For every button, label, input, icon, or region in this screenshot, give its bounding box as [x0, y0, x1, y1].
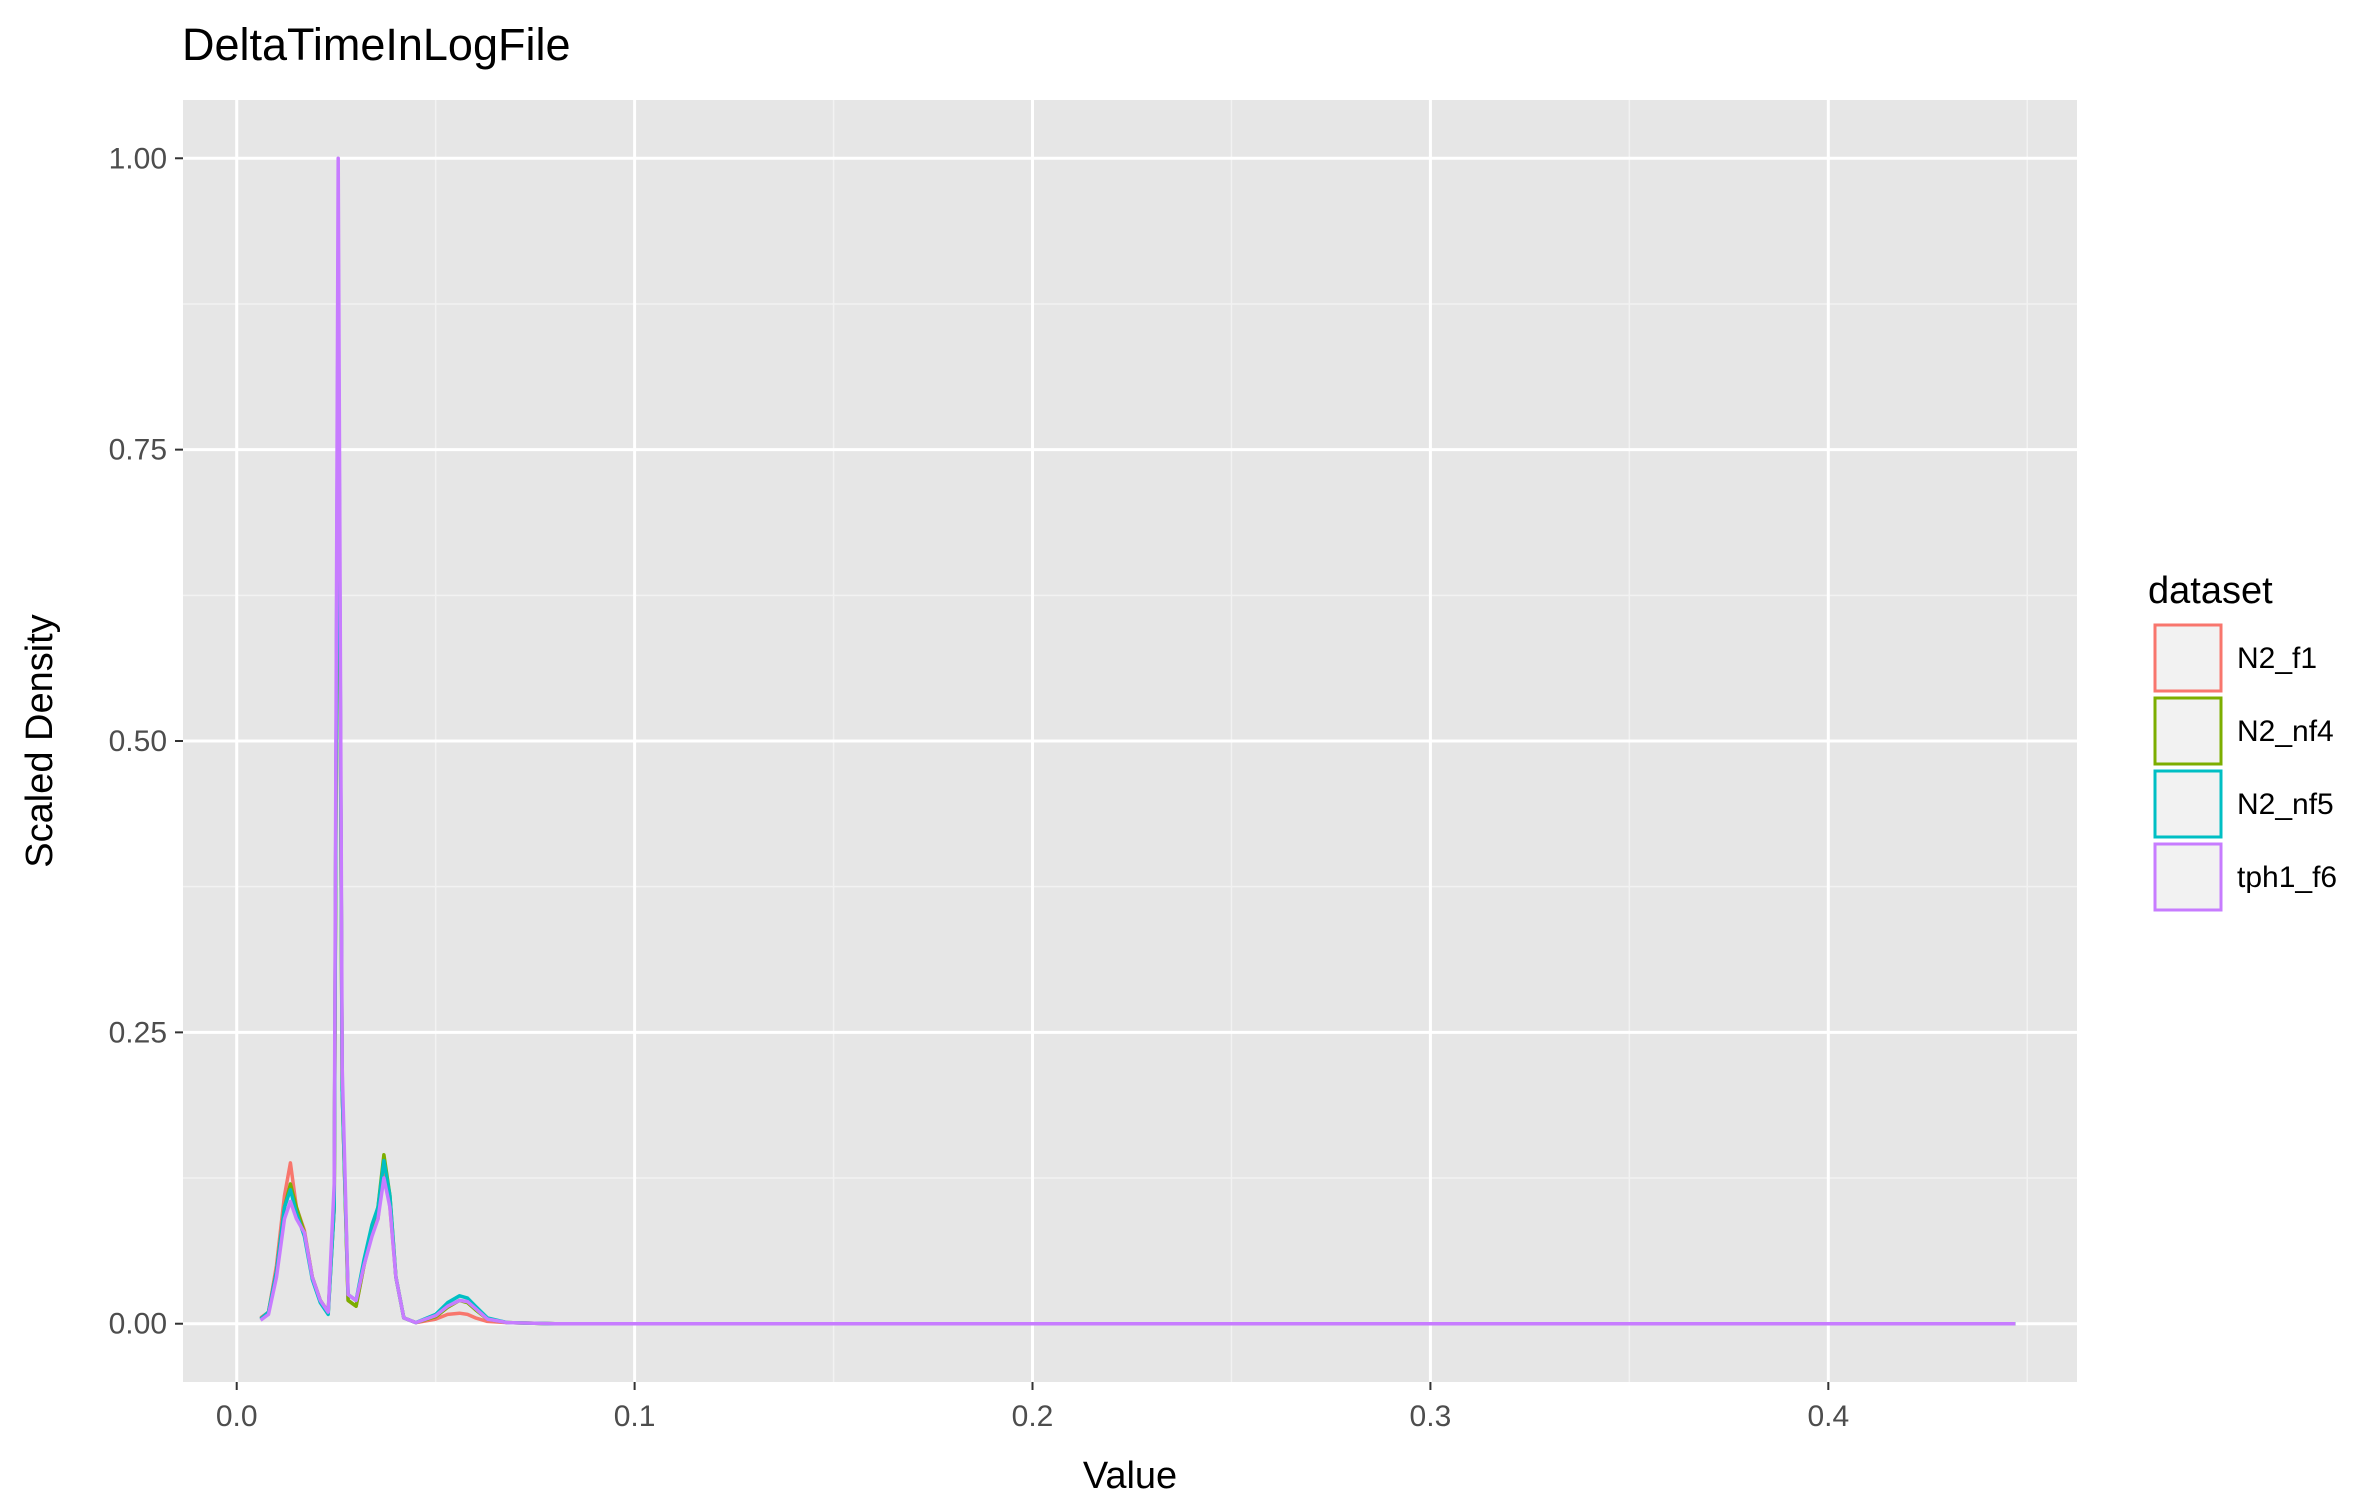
legend-key-n2-f1	[2153, 623, 2223, 693]
x-tick-label: 0.3	[1410, 1400, 1452, 1433]
legend-title: dataset	[2148, 570, 2273, 612]
x-tick-label: 0.0	[216, 1400, 258, 1433]
legend-key-n2-nf5	[2153, 769, 2223, 839]
y-tick-label: 1.00	[109, 142, 167, 175]
legend-label-n2-nf4: N2_nf4	[2237, 715, 2334, 748]
series-lines	[259, 156, 2016, 1326]
legend-label-n2-nf5: N2_nf5	[2237, 788, 2334, 821]
x-axis-title: Value	[1083, 1455, 1177, 1495]
y-tick-label: 0.50	[109, 725, 167, 758]
y-tick-label: 0.00	[109, 1308, 167, 1341]
legend-key-n2-nf4	[2153, 696, 2223, 766]
x-tick-label: 0.4	[1807, 1400, 1849, 1433]
y-tick-label: 0.75	[109, 434, 167, 467]
y-axis: 0.00 0.25 0.50 0.75 1.00	[109, 142, 183, 1341]
legend-items: N2_f1 N2_nf4 N2_nf5 tph1_f6	[2153, 623, 2337, 912]
legend-label-n2-f1: N2_f1	[2237, 642, 2317, 675]
x-axis: 0.0 0.1 0.2 0.3 0.4	[216, 1382, 1849, 1433]
y-axis-title: Scaled Density	[19, 614, 61, 867]
series-line-tph1-f6	[259, 156, 2016, 1326]
legend: dataset N2_f1 N2_nf4 N2_nf5 tph1_f6	[2148, 570, 2337, 912]
x-tick-label: 0.2	[1012, 1400, 1054, 1433]
legend-key-tph1-f6	[2153, 842, 2223, 912]
y-tick-label: 0.25	[109, 1016, 167, 1049]
legend-label-tph1-f6: tph1_f6	[2237, 861, 2337, 894]
chart-title: DeltaTimeInLogFile	[182, 19, 571, 70]
x-tick-label: 0.1	[614, 1400, 656, 1433]
